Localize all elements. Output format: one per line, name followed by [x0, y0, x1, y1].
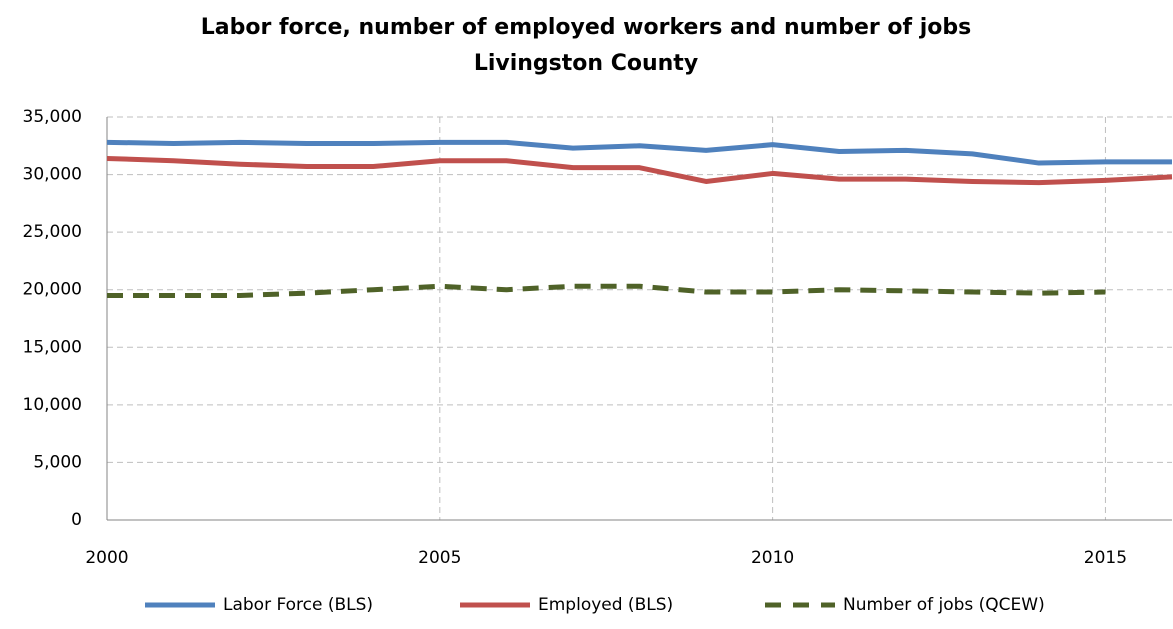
chart-title: Labor force, number of employed workers …	[201, 15, 971, 40]
y-tick-label: 30,000	[23, 165, 82, 185]
legend-label: Labor Force (BLS)	[223, 595, 373, 615]
legend-label: Employed (BLS)	[538, 595, 673, 615]
x-tick-label: 2015	[1084, 548, 1127, 568]
y-tick-label: 15,000	[23, 337, 82, 357]
series-line	[106, 139, 1172, 166]
y-tick-label: 10,000	[23, 395, 82, 415]
x-tick-label: 2005	[418, 548, 461, 568]
x-tick-label: 2000	[85, 548, 128, 568]
y-tick-label: 25,000	[23, 222, 82, 242]
series-line	[107, 283, 1106, 298]
y-tick-label: 35,000	[23, 107, 82, 127]
y-tick-label: 0	[71, 510, 82, 530]
legend-label: Number of jobs (QCEW)	[843, 595, 1045, 615]
y-tick-label: 5,000	[33, 452, 82, 472]
chart-subtitle: Livingston County	[474, 51, 698, 76]
x-tick-label: 2010	[751, 548, 794, 568]
y-tick-label: 20,000	[23, 280, 82, 300]
series-line	[106, 155, 1173, 186]
